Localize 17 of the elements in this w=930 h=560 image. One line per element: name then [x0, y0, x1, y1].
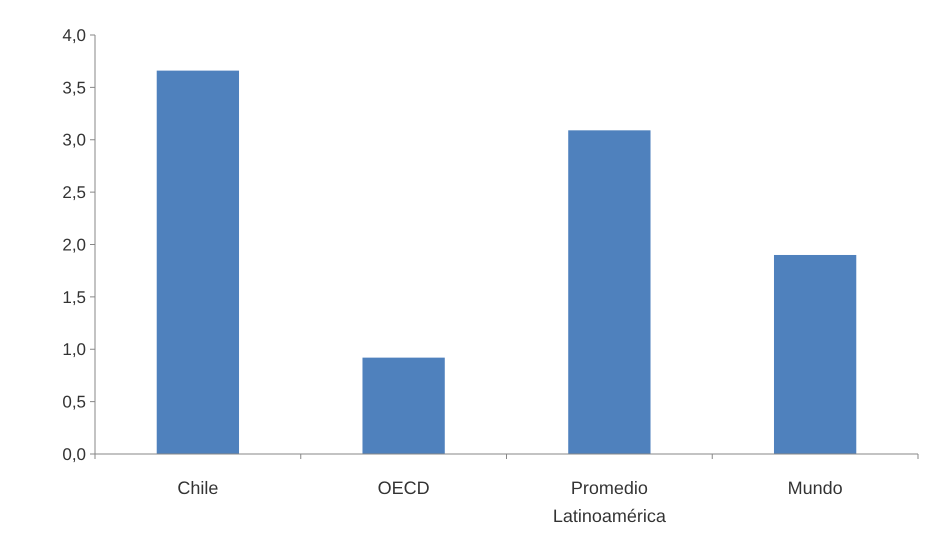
y-tick-label: 3,0: [62, 130, 86, 150]
bar: [156, 70, 240, 454]
x-tick-label: Promedio Latinoamérica: [552, 478, 667, 526]
x-tick-label: Mundo: [788, 478, 843, 498]
y-tick-label: 1,0: [62, 340, 86, 360]
y-tick-label: 4,0: [62, 26, 86, 45]
y-tick-label: 2,0: [62, 235, 86, 254]
x-tick-label: OECD: [378, 478, 430, 498]
y-tick-label: 3,5: [62, 78, 86, 98]
bar: [362, 358, 445, 454]
bar: [568, 130, 651, 454]
x-tick-label: Chile: [177, 478, 218, 498]
y-tick-label: 1,5: [62, 288, 86, 307]
y-tick-label: 0,5: [62, 392, 86, 412]
y-tick-label: 0,0: [62, 444, 86, 464]
bar: [774, 254, 856, 454]
y-tick-label: 2,5: [62, 183, 86, 202]
